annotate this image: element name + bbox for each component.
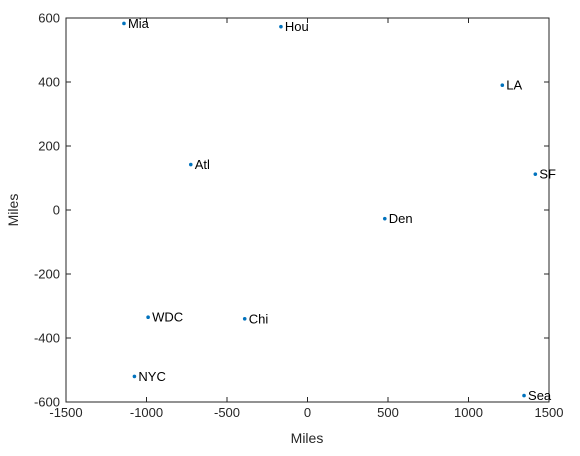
x-axis-label: Miles xyxy=(291,430,324,446)
y-tick-label: -200 xyxy=(34,267,60,282)
y-tick-label: -600 xyxy=(34,395,60,410)
point-marker xyxy=(132,374,137,379)
point-marker xyxy=(500,83,505,87)
point-marker xyxy=(279,24,283,29)
point-marker xyxy=(533,172,538,176)
point-label: NYC xyxy=(138,369,165,384)
y-tick-label: 0 xyxy=(53,203,60,218)
x-tick-label: 1500 xyxy=(535,405,564,420)
data-points: Mia Hou LA Atl SF Den WDC Chi NYC Sea xyxy=(122,16,556,403)
point-marker xyxy=(382,216,387,221)
point-label: Chi xyxy=(249,311,269,326)
x-tick-label: -500 xyxy=(214,405,240,420)
y-tick-label: 200 xyxy=(38,139,60,154)
x-tick-label: 500 xyxy=(377,405,399,420)
point-marker xyxy=(522,393,526,398)
point-label: WDC xyxy=(152,310,183,325)
point-marker xyxy=(188,162,193,167)
point-label: SF xyxy=(539,167,556,182)
point-label: Hou xyxy=(285,19,309,34)
y-axis-ticks: 600 400 200 0 -200 -400 -600 xyxy=(34,11,549,410)
x-tick-label: 0 xyxy=(304,405,311,420)
point-label: Den xyxy=(389,211,413,226)
x-tick-label: 1000 xyxy=(454,405,483,420)
x-tick-label: -1000 xyxy=(130,405,163,420)
point-label: Mia xyxy=(128,16,150,31)
point-label: Atl xyxy=(195,157,210,172)
point-label: Sea xyxy=(528,388,552,403)
plot-area xyxy=(65,17,550,403)
x-axis-ticks: -1500 -1000 -500 0 500 1000 1500 xyxy=(49,18,563,420)
point-marker xyxy=(146,315,150,320)
point-marker xyxy=(242,317,247,321)
y-axis-label: Miles xyxy=(5,194,21,227)
y-tick-label: 600 xyxy=(38,11,60,26)
y-tick-label: -400 xyxy=(34,331,60,346)
point-label: LA xyxy=(506,78,522,93)
point-marker xyxy=(122,21,126,26)
x-tick-label: -1500 xyxy=(49,405,82,420)
y-tick-label: 400 xyxy=(38,75,60,90)
